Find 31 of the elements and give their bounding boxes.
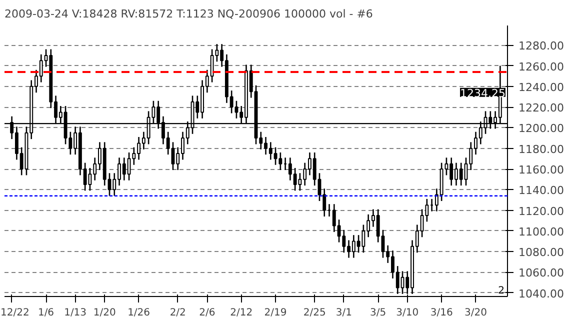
x-tick-label: 3/16 (430, 308, 453, 318)
y-tick-label: 1140.00 (518, 184, 564, 198)
x-tick-label: 3/20 (464, 308, 487, 318)
y-tick-label: 1180.00 (518, 142, 564, 156)
x-tick-label: 1/26 (128, 308, 150, 318)
y-tick-label: 1260.00 (518, 60, 564, 74)
x-tick-label: 2/2 (170, 308, 186, 318)
x-tick-label: 2/12 (230, 308, 253, 318)
x-tick-label: 3/5 (370, 308, 386, 318)
y-tick-label: 1240.00 (518, 80, 564, 94)
y-tick-label: 1080.00 (518, 246, 564, 260)
x-tick-label: 12/22 (0, 308, 30, 318)
y-tick-label: 1200.00 (518, 122, 564, 136)
y-tick-label: 1220.00 (518, 102, 564, 115)
x-tick-label: 1/13 (64, 308, 87, 318)
x-tick-label: 3/1 (336, 308, 352, 318)
x-tick-label: 2/25 (303, 308, 326, 318)
y-tick-label: 1040.00 (518, 287, 564, 300)
annotation: 2 (498, 286, 505, 296)
x-tick-label: 2/19 (264, 308, 287, 318)
x-tick-label: 3/10 (396, 308, 419, 318)
y-tick-label: 1160.00 (518, 164, 564, 176)
y-tick-label: 1060.00 (518, 266, 564, 280)
x-tick-label: 1/6 (38, 308, 54, 318)
y-tick-label: 1280.00 (518, 40, 564, 53)
x-tick-label: 2/6 (199, 308, 216, 318)
x-tick-label: 1/20 (93, 308, 116, 318)
y-tick-label: 1100.00 (518, 225, 564, 238)
chart-title: 2009-03-24 V:18428 RV:81572 T:1123 NQ-200906 100000 vol - #6 (4, 8, 373, 20)
y-tick-label: 1120.00 (518, 204, 564, 218)
annotation: 1234.25 (460, 86, 506, 100)
